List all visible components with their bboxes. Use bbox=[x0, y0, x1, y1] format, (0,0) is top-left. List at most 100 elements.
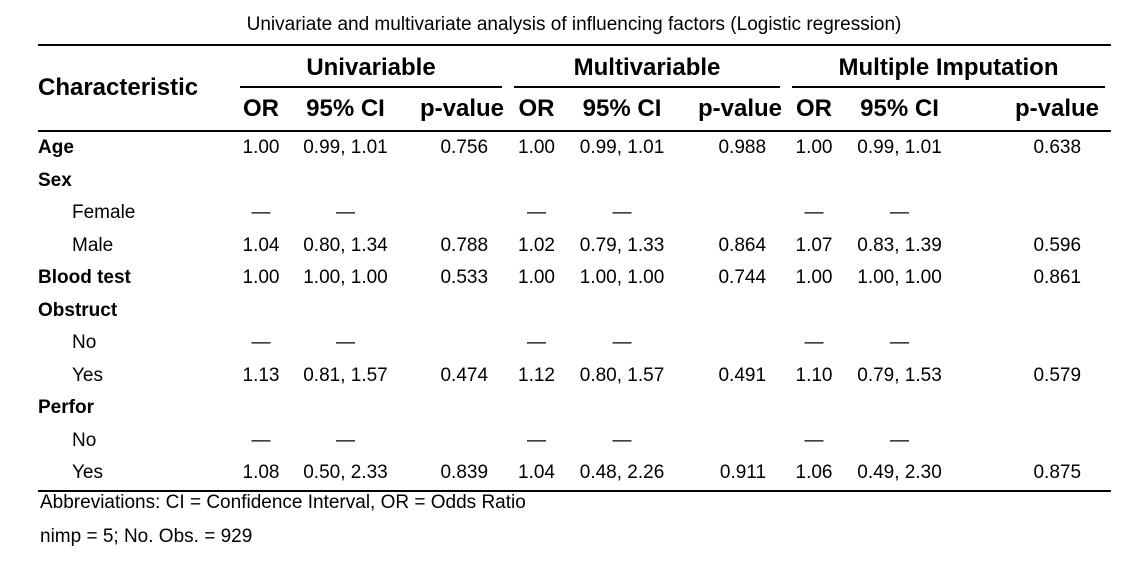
table-row: Perfor bbox=[38, 392, 1111, 425]
multiple-imputation-or-cell bbox=[786, 392, 842, 425]
univariable-or-cell: 1.13 bbox=[242, 364, 280, 386]
table-caption: Univariate and multivariate analysis of … bbox=[246, 14, 902, 35]
multiple-imputation-or-cell: 1.06 bbox=[786, 457, 843, 492]
univariable-ci-cell: 0.50, 2.33 bbox=[288, 457, 403, 492]
row-label: Yes bbox=[72, 364, 103, 386]
univariable-or-cell: 1.00 bbox=[242, 267, 280, 289]
multivariable-ci-cell: — bbox=[612, 429, 632, 451]
multivariable-or-cell: 1.02 bbox=[518, 234, 555, 256]
footnote-abbreviations: Abbreviations: CI = Confidence Interval,… bbox=[40, 492, 526, 513]
univariable-ci-cell bbox=[288, 165, 403, 198]
multiple-imputation-p-value-cell: 0.875 bbox=[957, 457, 1112, 492]
column-header-ci: 95% CI bbox=[565, 88, 680, 132]
multiple-imputation-ci-cell bbox=[842, 392, 957, 425]
multiple-imputation-ci-cell: 0.49, 2.30 bbox=[842, 457, 958, 492]
multivariable-p-value-cell bbox=[679, 165, 786, 198]
multiple-imputation-or-cell bbox=[786, 295, 842, 328]
multivariable-ci-cell: 0.80, 1.57 bbox=[579, 364, 665, 386]
multivariable-or-cell bbox=[508, 295, 565, 328]
group-header-multiple-imputation: Multiple Imputation bbox=[786, 44, 1112, 88]
column-header-p-value: p-value bbox=[679, 88, 787, 132]
table-row: Male 1.04 0.80, 1.34 0.788 1.02 0.79, 1.33 0.8… bbox=[38, 230, 1111, 263]
multivariable-ci-cell: 0.99, 1.01 bbox=[579, 137, 665, 159]
multiple-imputation-p-value-cell: 0.638 bbox=[1033, 137, 1082, 159]
multivariable-or-cell: — bbox=[527, 332, 547, 354]
univariable-p-value-cell bbox=[403, 295, 508, 328]
multivariable-or-cell: 1.12 bbox=[518, 364, 555, 386]
univariable-ci-cell: 0.81, 1.57 bbox=[303, 364, 388, 386]
univariable-ci-cell: — bbox=[336, 429, 355, 451]
characteristic-header: Characteristic bbox=[38, 44, 234, 132]
multivariable-p-value-cell bbox=[679, 327, 786, 360]
multivariable-or-cell bbox=[508, 165, 565, 198]
multivariable-ci-cell: — bbox=[612, 202, 632, 224]
regression-table: Characteristic Univariable Multivariable… bbox=[38, 44, 1112, 492]
multiple-imputation-p-value-cell bbox=[957, 165, 1111, 198]
multiple-imputation-ci-cell bbox=[842, 295, 957, 328]
table-row: No — — — — — — bbox=[38, 425, 1111, 458]
multiple-imputation-p-value-cell: 0.861 bbox=[1033, 267, 1082, 289]
group-header-univariable: Univariable bbox=[234, 44, 509, 88]
multivariable-p-value-cell: 0.864 bbox=[718, 234, 767, 256]
multiple-imputation-or-cell: 1.07 bbox=[795, 234, 833, 256]
multivariable-ci-cell: 0.79, 1.33 bbox=[579, 234, 665, 256]
row-label: Blood test bbox=[38, 267, 131, 289]
univariable-or-cell: 1.00 bbox=[242, 137, 280, 159]
multiple-imputation-ci-cell: 1.00, 1.00 bbox=[857, 267, 942, 289]
row-label: Age bbox=[38, 137, 74, 159]
table-row: Yes 1.08 0.50, 2.33 0.839 1.04 0.48, 2.26 0.91… bbox=[38, 457, 1112, 492]
univariable-or-cell bbox=[234, 392, 288, 425]
univariable-or-cell: — bbox=[251, 429, 271, 451]
univariable-p-value-cell bbox=[403, 327, 508, 360]
univariable-p-value-cell: 0.474 bbox=[440, 364, 489, 386]
multiple-imputation-p-value-cell bbox=[957, 197, 1111, 230]
multivariable-or-cell: — bbox=[527, 429, 547, 451]
multivariable-p-value-cell bbox=[679, 197, 786, 230]
row-label: No bbox=[72, 429, 97, 451]
univariable-p-value-cell bbox=[403, 197, 508, 230]
row-label: Female bbox=[72, 202, 136, 224]
multivariable-p-value-cell bbox=[679, 425, 786, 458]
multivariable-p-value-cell bbox=[679, 392, 786, 425]
multiple-imputation-ci-cell: 0.83, 1.39 bbox=[857, 234, 942, 256]
table-row: Yes 1.13 0.81, 1.57 0.474 1.12 0.80, 1.57 0.49… bbox=[38, 360, 1111, 393]
univariable-p-value-cell: 0.533 bbox=[440, 267, 489, 289]
column-header-p-value: p-value bbox=[403, 88, 509, 132]
table-row: Female — — — — — — bbox=[38, 197, 1111, 230]
univariable-or-cell bbox=[234, 295, 288, 328]
univariable-ci-cell bbox=[288, 295, 403, 328]
univariable-p-value-cell bbox=[403, 392, 508, 425]
multivariable-p-value-cell: 0.491 bbox=[718, 364, 767, 386]
multiple-imputation-or-cell bbox=[786, 165, 842, 198]
multivariable-ci-cell: 1.00, 1.00 bbox=[579, 267, 665, 289]
table-row: No — — — — — — bbox=[38, 327, 1111, 360]
multivariable-ci-cell bbox=[565, 165, 679, 198]
footnote-imputation: nimp = 5; No. Obs. = 929 bbox=[40, 526, 253, 547]
multiple-imputation-p-value-cell bbox=[957, 327, 1111, 360]
row-label: No bbox=[72, 332, 97, 354]
column-header-ci: 95% CI bbox=[842, 88, 958, 132]
multivariable-or-cell: 1.00 bbox=[518, 137, 555, 159]
univariable-or-cell: — bbox=[251, 202, 271, 224]
row-label: Obstruct bbox=[38, 299, 118, 321]
multiple-imputation-ci-cell bbox=[842, 165, 957, 198]
table-row: Age 1.00 0.99, 1.01 0.756 1.00 0.99, 1.01 0.98… bbox=[38, 131, 1111, 165]
univariable-ci-cell bbox=[288, 392, 403, 425]
table-row: Blood test 1.00 1.00, 1.00 0.533 1.00 1.00, 1… bbox=[38, 262, 1111, 295]
multivariable-ci-cell: — bbox=[612, 332, 632, 354]
multivariable-p-value-cell: 0.911 bbox=[679, 457, 787, 492]
multivariable-or-cell: 1.04 bbox=[508, 457, 566, 492]
univariable-or-cell: 1.08 bbox=[234, 457, 288, 492]
multiple-imputation-ci-cell: — bbox=[890, 429, 910, 451]
univariable-p-value-cell: 0.839 bbox=[403, 457, 509, 492]
univariable-p-value-cell: 0.788 bbox=[440, 234, 489, 256]
multiple-imputation-p-value-cell bbox=[957, 425, 1111, 458]
multiple-imputation-or-cell: 1.00 bbox=[795, 137, 833, 159]
univariable-p-value-cell: 0.756 bbox=[440, 137, 489, 159]
table-header: Characteristic Univariable Multivariable… bbox=[38, 44, 1112, 132]
univariable-ci-cell: — bbox=[336, 202, 355, 224]
multivariable-p-value-cell bbox=[679, 295, 786, 328]
row-label: Perfor bbox=[38, 397, 94, 419]
multivariable-p-value-cell: 0.988 bbox=[718, 137, 767, 159]
multivariable-or-cell bbox=[508, 392, 565, 425]
